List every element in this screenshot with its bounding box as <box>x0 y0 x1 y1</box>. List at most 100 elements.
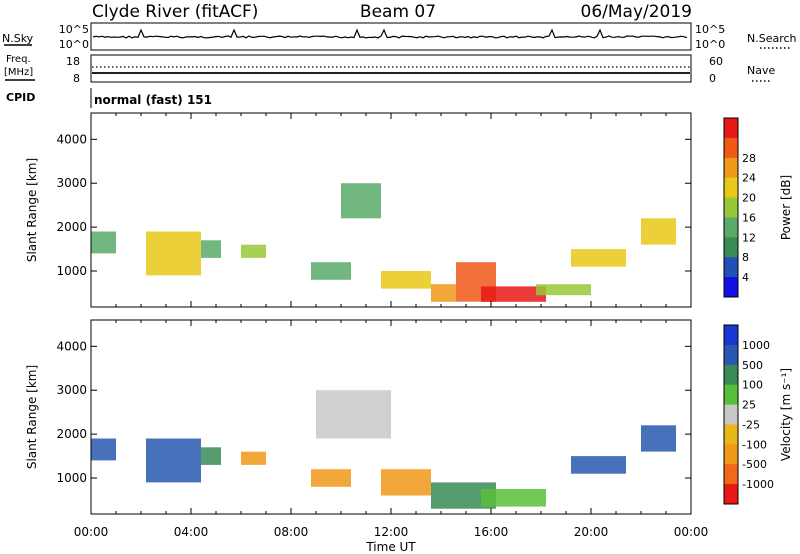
nave-tick-bottom: 0 <box>709 72 716 85</box>
data-region-10 <box>641 425 676 452</box>
colorbar-tick-label: 12 <box>742 231 756 244</box>
x-tick-label: 12:00 <box>374 525 409 539</box>
colorbar-tick-label: -500 <box>742 458 767 471</box>
freq-unit-label: [MHz] <box>4 67 33 78</box>
y-tick-label: 4000 <box>56 132 87 146</box>
data-region-9 <box>481 286 546 302</box>
x-tick-label: 04:00 <box>174 525 209 539</box>
velocity-panel: 1000 2000 3000 4000 Slant Range [km] <box>25 319 692 515</box>
colorbar-tick-label: 25 <box>742 399 756 412</box>
colorbar-tick-label: -1000 <box>742 478 774 491</box>
data-region-6 <box>381 469 431 496</box>
y-axis-label: Slant Range [km] <box>25 158 39 262</box>
x-tick-label: 16:00 <box>474 525 509 539</box>
colorbar-segment <box>724 444 738 465</box>
colorbar-frame <box>723 324 739 505</box>
colorbar-segment <box>724 177 738 199</box>
beam-title: Beam 07 <box>360 2 436 22</box>
x-tick-label: 08:00 <box>274 525 309 539</box>
station-title: Clyde River (fitACF) <box>92 2 258 22</box>
data-region-7 <box>431 284 456 302</box>
x-tick-label: 20:00 <box>574 525 609 539</box>
cpid-label: CPID <box>6 91 35 104</box>
colorbar-segment <box>724 257 738 278</box>
nsky-label: N.Sky <box>2 32 34 45</box>
data-region-4 <box>311 262 351 280</box>
data-region-2 <box>201 240 221 258</box>
freq-panel-frame <box>90 54 692 83</box>
noise-tick-left-top: 10^5 <box>59 23 89 36</box>
colorbar-tick-label: 1000 <box>742 339 770 352</box>
freq-label: Freq. <box>6 54 31 65</box>
data-region-10 <box>536 284 591 296</box>
y-axis-label: Slant Range [km] <box>25 365 39 469</box>
colorbar-segment <box>724 157 738 179</box>
colorbar-segment <box>724 137 738 159</box>
colorbar-segment <box>724 364 738 386</box>
data-region-9 <box>571 456 626 474</box>
x-axis-label: Time UT <box>365 540 416 554</box>
y-tick-label: 2000 <box>56 220 87 234</box>
colorbar-tick-label: -25 <box>742 418 760 431</box>
colorbar-label: Velocity [m s⁻¹] <box>779 368 793 461</box>
colorbar-tick-label: 8 <box>742 251 749 264</box>
data-region-1 <box>146 438 201 483</box>
colorbar-frame <box>723 117 739 298</box>
colorbar-segment <box>724 197 738 218</box>
date-title: 06/May/2019 <box>581 2 693 22</box>
colorbar-segment <box>724 217 738 238</box>
freq-tick-bottom: 8 <box>73 72 80 85</box>
data-region-3 <box>241 451 266 465</box>
colorbar-segment <box>724 277 738 298</box>
colorbar-segment <box>724 325 738 346</box>
colorbar-tick-label: 20 <box>742 192 756 205</box>
y-tick-label: 1000 <box>56 264 87 278</box>
noise-panel-frame <box>90 22 692 51</box>
colorbar-segment <box>724 344 738 366</box>
colorbar-segment <box>724 484 738 505</box>
nsearch-label: N.Search <box>747 32 797 45</box>
colorbar-segment <box>724 237 738 258</box>
data-region-11 <box>571 249 626 267</box>
noise-tick-right-top: 10^5 <box>695 23 725 36</box>
colorbar-label: Power [dB] <box>779 175 793 240</box>
noise-tick-right-bottom: 10^0 <box>695 38 725 51</box>
data-region-5 <box>316 390 391 439</box>
noise-trace <box>92 28 688 39</box>
colorbar-tick-label: 100 <box>742 379 763 392</box>
colorbar-tick-label: 28 <box>742 152 756 165</box>
data-region-0 <box>91 438 116 461</box>
y-tick-label: 3000 <box>56 383 87 397</box>
y-tick-label: 4000 <box>56 339 87 353</box>
colorbar-segment <box>724 384 738 406</box>
data-region-3 <box>241 244 266 258</box>
data-region-12 <box>641 218 676 245</box>
cpid-value: normal (fast) 151 <box>94 93 212 107</box>
colorbar-tick-label: 500 <box>742 359 763 372</box>
colorbar-segment <box>724 424 738 445</box>
data-region-4 <box>311 469 351 487</box>
colorbar-segment <box>724 404 738 425</box>
colorbar-tick-label: 16 <box>742 211 756 224</box>
colorbar-segment <box>724 464 738 485</box>
x-tick-label: 00:00 <box>674 525 709 539</box>
y-tick-label: 2000 <box>56 427 87 441</box>
freq-tick-top: 18 <box>66 55 80 68</box>
y-tick-label: 3000 <box>56 176 87 190</box>
data-region-0 <box>91 231 116 254</box>
x-tick-label: 00:00 <box>74 525 109 539</box>
y-tick-label: 1000 <box>56 471 87 485</box>
colorbar-tick-label: 24 <box>742 172 756 185</box>
data-region-6 <box>381 271 431 289</box>
power-colorbar: 4 8 12 16 20 24 28 Power [dB] <box>723 117 793 298</box>
nave-tick-top: 60 <box>709 55 723 68</box>
noise-tick-left-bottom: 10^0 <box>59 38 89 51</box>
power-panel: 1000 2000 3000 4000 Slant Range [km] <box>25 112 692 308</box>
data-region-5 <box>341 183 381 219</box>
colorbar-tick-label: -100 <box>742 438 767 451</box>
data-region-1 <box>146 231 201 276</box>
colorbar-tick-label: 4 <box>742 271 749 284</box>
colorbar-segment <box>724 118 738 139</box>
data-region-8 <box>481 489 546 507</box>
